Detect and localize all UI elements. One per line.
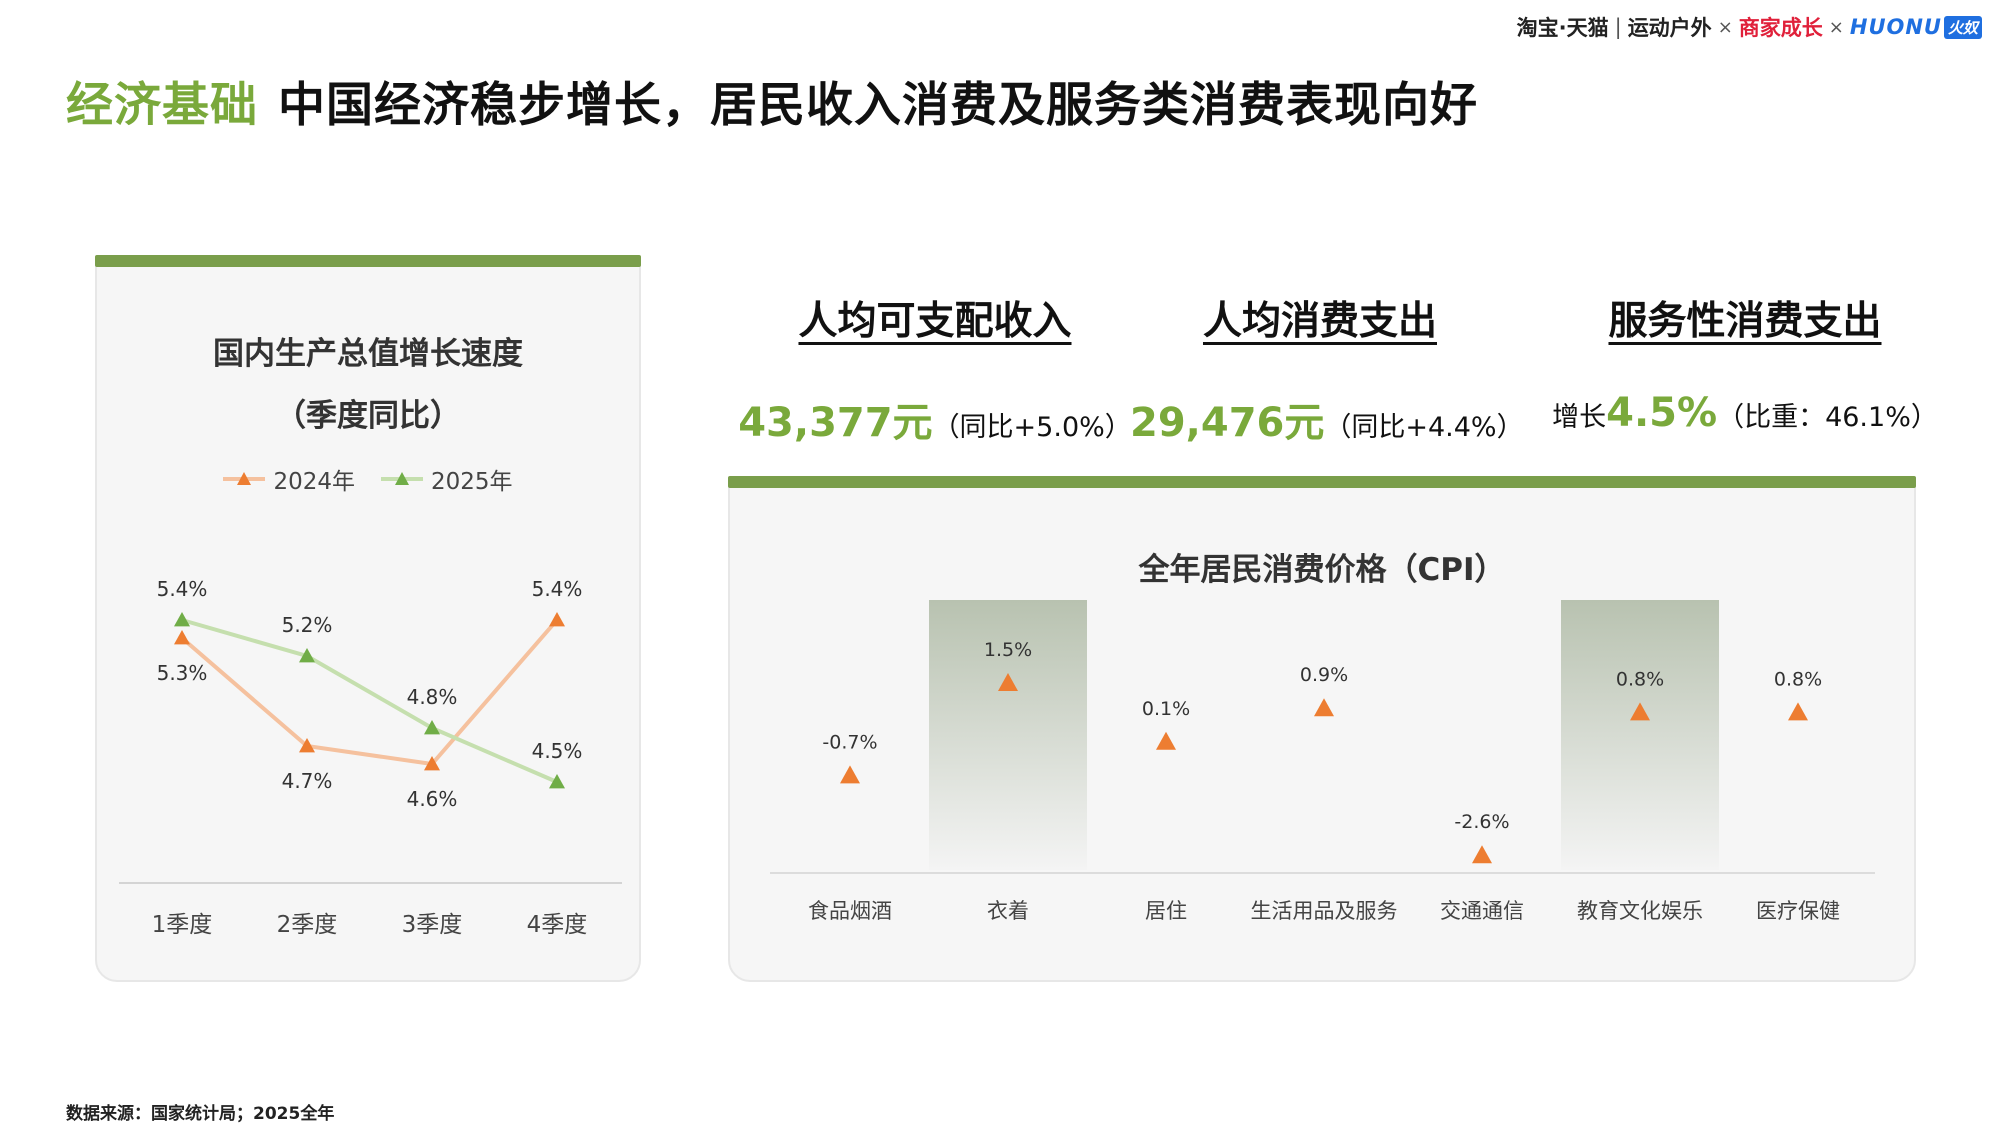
cpi-data-label: -0.7%: [822, 731, 877, 753]
kpi-value-line: 43,377元（同比+5.0%）: [720, 390, 1150, 448]
cpi-data-label: 0.9%: [1300, 664, 1348, 686]
cpi-point: [1630, 702, 1650, 721]
times-icon: ×: [1717, 16, 1733, 38]
cpi-data-label: 0.1%: [1142, 698, 1190, 720]
gdp-chart-title-block: 国内生产总值增长速度 （季度同比）: [97, 323, 639, 447]
huonu-badge: 火奴: [1943, 15, 1982, 39]
gdp-point: [424, 756, 440, 771]
card-accent-bar: [728, 476, 1916, 488]
cpi-category-label: 交通通信: [1440, 899, 1524, 923]
kpi-value: 4.5%: [1606, 390, 1718, 436]
brand-bar: 淘宝·天猫 | 运动户外 × 商家成长 × HUONU 火奴: [1517, 12, 1982, 42]
gdp-series-line-2024年: [180, 618, 559, 767]
merchant-growth-logo: 商家成长: [1738, 16, 1823, 40]
page-title: 经济基础 中国经济稳步增长，居民收入消费及服务类消费表现向好: [66, 66, 1478, 135]
gdp-data-label: 5.4%: [157, 577, 208, 601]
kpi-note: （比重：46.1%）: [1717, 402, 1938, 433]
gdp-point: [174, 612, 190, 627]
legend-marker-2025-icon: [381, 472, 423, 485]
legend-label-2024: 2024年: [273, 469, 355, 495]
cpi-category-label: 衣着: [987, 899, 1029, 923]
cpi-chart-title: 全年居民消费价格（CPI）: [1138, 552, 1506, 588]
gdp-point: [549, 612, 565, 627]
kpi-prefix: 增长: [1552, 402, 1607, 433]
taobao-tmall-logo: 淘宝·天猫: [1516, 16, 1609, 40]
huonu-logo: HUONU: [1849, 15, 1942, 39]
cpi-point: [1472, 845, 1492, 864]
gdp-chart-card: 国内生产总值增长速度 （季度同比） 2024年 2025年 1季度 2季度 3季度 4…: [95, 255, 641, 982]
cpi-category-label: 食品烟酒: [808, 899, 892, 923]
cpi-point: [1156, 731, 1176, 750]
cpi-chart-card: 全年居民消费价格（CPI） 食品烟酒 -0.7% 衣着 1.5% 居住 0.1% 生活用品及…: [728, 476, 1916, 982]
title-tag: 经济基础: [66, 78, 258, 133]
gdp-point: [299, 648, 315, 663]
gdp-data-label: 4.5%: [532, 739, 583, 763]
kpi-label: 人均消费支出: [1202, 299, 1437, 344]
gdp-data-label: 4.6%: [407, 787, 458, 811]
cpi-category-label: 居住: [1145, 899, 1187, 923]
cpi-scatter-chart: 食品烟酒 -0.7% 衣着 1.5% 居住 0.1% 生活用品及服务 0.9% 交通通信 -2.6…: [770, 600, 1875, 923]
gdp-data-label: 5.4%: [532, 577, 583, 601]
gdp-point: [174, 630, 190, 645]
data-source-footnote: 数据来源：国家统计局；2025全年: [66, 1104, 335, 1124]
kpi-label: 人均可支配收入: [798, 299, 1072, 344]
gdp-series-line-2025年: [181, 618, 558, 784]
gdp-data-label: 5.3%: [157, 661, 208, 685]
kpi-label: 服务性消费支出: [1608, 299, 1882, 344]
kpi-value: 43,377元: [738, 400, 933, 446]
gdp-category-label: 4季度: [527, 912, 588, 938]
kpi-note: （同比+5.0%）: [932, 412, 1132, 443]
gdp-category-label: 3季度: [402, 912, 463, 938]
outdoor-sports-label: 运动户外: [1627, 16, 1712, 40]
cpi-data-label: 1.5%: [984, 639, 1032, 661]
kpi-value-line: 增长4.5%（比重：46.1%）: [1540, 390, 1950, 436]
cpi-highlight-column: [1561, 600, 1719, 870]
gdp-chart-title: 国内生产总值增长速度: [213, 336, 523, 372]
title-text: 中国经济稳步增长，居民收入消费及服务类消费表现向好: [278, 78, 1478, 133]
legend-label-2025: 2025年: [431, 469, 513, 495]
gdp-point: [424, 720, 440, 735]
cpi-data-label: -2.6%: [1454, 811, 1509, 833]
kpi-consumption-expenditure: 人均消费支出 29,476元（同比+4.4%）: [1130, 290, 1524, 448]
cpi-point: [1788, 702, 1808, 721]
legend-item-2024: 2024年: [223, 462, 355, 496]
legend-marker-2024-icon: [223, 472, 266, 485]
gdp-point: [299, 738, 315, 753]
gdp-data-label: 4.7%: [282, 769, 333, 793]
card-accent-bar: [95, 255, 641, 267]
gdp-category-label: 1季度: [152, 912, 213, 938]
cpi-data-label: 0.8%: [1616, 668, 1664, 690]
kpi-note: （同比+4.4%）: [1324, 412, 1524, 443]
gdp-legend: 2024年 2025年: [97, 462, 639, 496]
kpi-service-consumption: 服务性消费支出 增长4.5%（比重：46.1%）: [1540, 290, 1950, 436]
cpi-category-label: 生活用品及服务: [1251, 899, 1398, 923]
kpi-value: 29,476元: [1130, 400, 1325, 446]
cpi-point: [840, 765, 860, 784]
brand-separator: |: [1614, 15, 1622, 39]
kpi-value-line: 29,476元（同比+4.4%）: [1130, 390, 1524, 448]
cpi-point: [1314, 698, 1334, 717]
gdp-line-chart: 1季度 2季度 3季度 4季度 5.3% 4.7% 4.6% 5.4% 5.4% 5.2% 4.8%…: [119, 577, 622, 938]
cpi-category-label: 教育文化娱乐: [1577, 899, 1703, 923]
gdp-chart-subtitle: （季度同比）: [275, 398, 461, 434]
cpi-category-label: 医疗保健: [1756, 899, 1840, 923]
cpi-highlight-column: [929, 600, 1087, 870]
gdp-category-label: 2季度: [277, 912, 338, 938]
cpi-data-label: 0.8%: [1774, 668, 1822, 690]
gdp-data-label: 5.2%: [282, 613, 333, 637]
gdp-point: [549, 774, 565, 789]
legend-item-2025: 2025年: [381, 462, 513, 496]
gdp-data-label: 4.8%: [407, 685, 458, 709]
cpi-point: [998, 673, 1018, 691]
kpi-disposable-income: 人均可支配收入 43,377元（同比+5.0%）: [720, 290, 1150, 448]
times-icon-2: ×: [1828, 16, 1844, 38]
